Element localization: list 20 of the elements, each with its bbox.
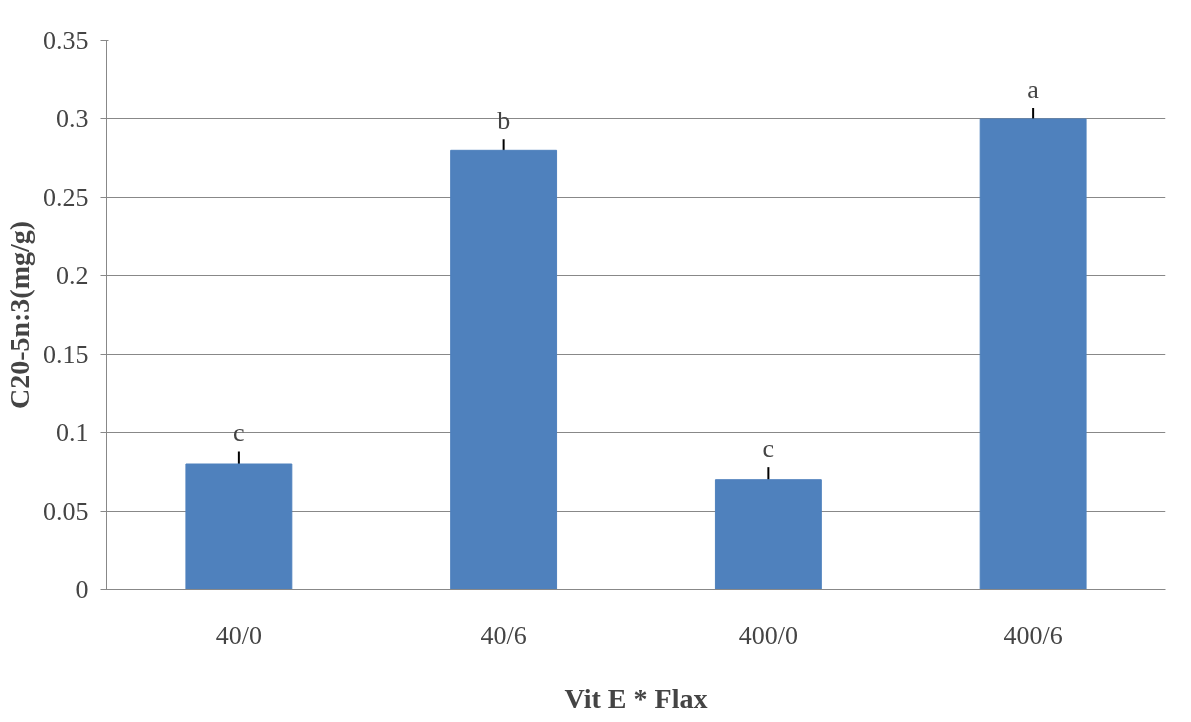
y-tick-label: 0.15 [43, 339, 89, 369]
bar [979, 118, 1087, 590]
y-tick-label: 0.25 [43, 182, 89, 212]
y-tick-label: 0.3 [56, 104, 89, 134]
y-tick-label: 0.2 [56, 261, 89, 291]
x-tick-label: 400/0 [738, 620, 798, 650]
y-tick-label: 0.1 [56, 418, 89, 448]
y-tick-label: 0 [75, 575, 89, 604]
annotation: c [762, 434, 775, 464]
x-tick-label: 400/6 [1003, 620, 1063, 650]
y-tick-label: 0.35 [43, 26, 89, 55]
x-tick-label: 40/0 [215, 620, 262, 650]
y-axis-title: C20-5n:3(mg/g) [4, 220, 35, 410]
y-tick-label: 0.05 [43, 496, 89, 526]
bar [185, 463, 293, 590]
bar [450, 149, 558, 590]
x-axis-title: Vit E * Flax [564, 682, 708, 714]
annotation: a [1027, 74, 1040, 104]
x-tick-label: 40/6 [480, 620, 527, 650]
bar [714, 479, 822, 590]
